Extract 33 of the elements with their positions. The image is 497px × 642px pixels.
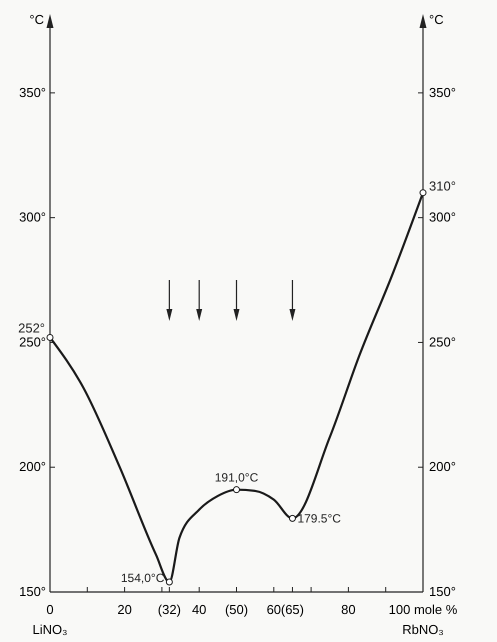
data-label: 154,0°C <box>120 571 165 586</box>
point <box>46 334 54 341</box>
y2-tick-label: 350° <box>429 84 456 100</box>
x-tick-label: 0 <box>46 602 54 617</box>
y2-axis-title: °C <box>429 12 444 27</box>
x-tick-label: 100 mole % <box>388 602 458 617</box>
data-label: 252° <box>18 320 45 336</box>
y-tick-label: 250° <box>19 334 46 350</box>
data-label: 179.5°C <box>297 511 342 526</box>
data-label: 310° <box>429 178 456 194</box>
y-tick-label: 350° <box>19 84 46 100</box>
x-tick-label: 80 <box>341 602 356 617</box>
x-tick-label: 20 <box>117 602 132 617</box>
x-tick-label: 40 <box>192 602 206 617</box>
y2-tick-label: 200° <box>429 459 456 474</box>
point <box>288 514 296 522</box>
y2-tick-label: 300° <box>429 210 456 225</box>
data-label: 191,0°C <box>214 470 259 485</box>
text: LiNO₃ <box>32 622 68 637</box>
point <box>420 189 426 196</box>
y-tick-label: 200° <box>19 459 46 474</box>
x-tick-label: (32) <box>158 602 181 617</box>
y2-tick-label: 150° <box>429 584 456 599</box>
y2-tick-label: 250° <box>429 334 456 350</box>
point <box>233 486 240 494</box>
x-tick-label: (65) <box>280 602 304 617</box>
x-tick-label: 60 <box>266 602 282 617</box>
point <box>166 578 173 586</box>
text: RbNO₃ <box>402 622 444 637</box>
y-tick-label: 150° <box>19 584 46 599</box>
y-axis-title: °C <box>29 12 44 27</box>
y-tick-label: 300° <box>19 210 46 225</box>
x-tick-label: (50) <box>224 602 248 617</box>
